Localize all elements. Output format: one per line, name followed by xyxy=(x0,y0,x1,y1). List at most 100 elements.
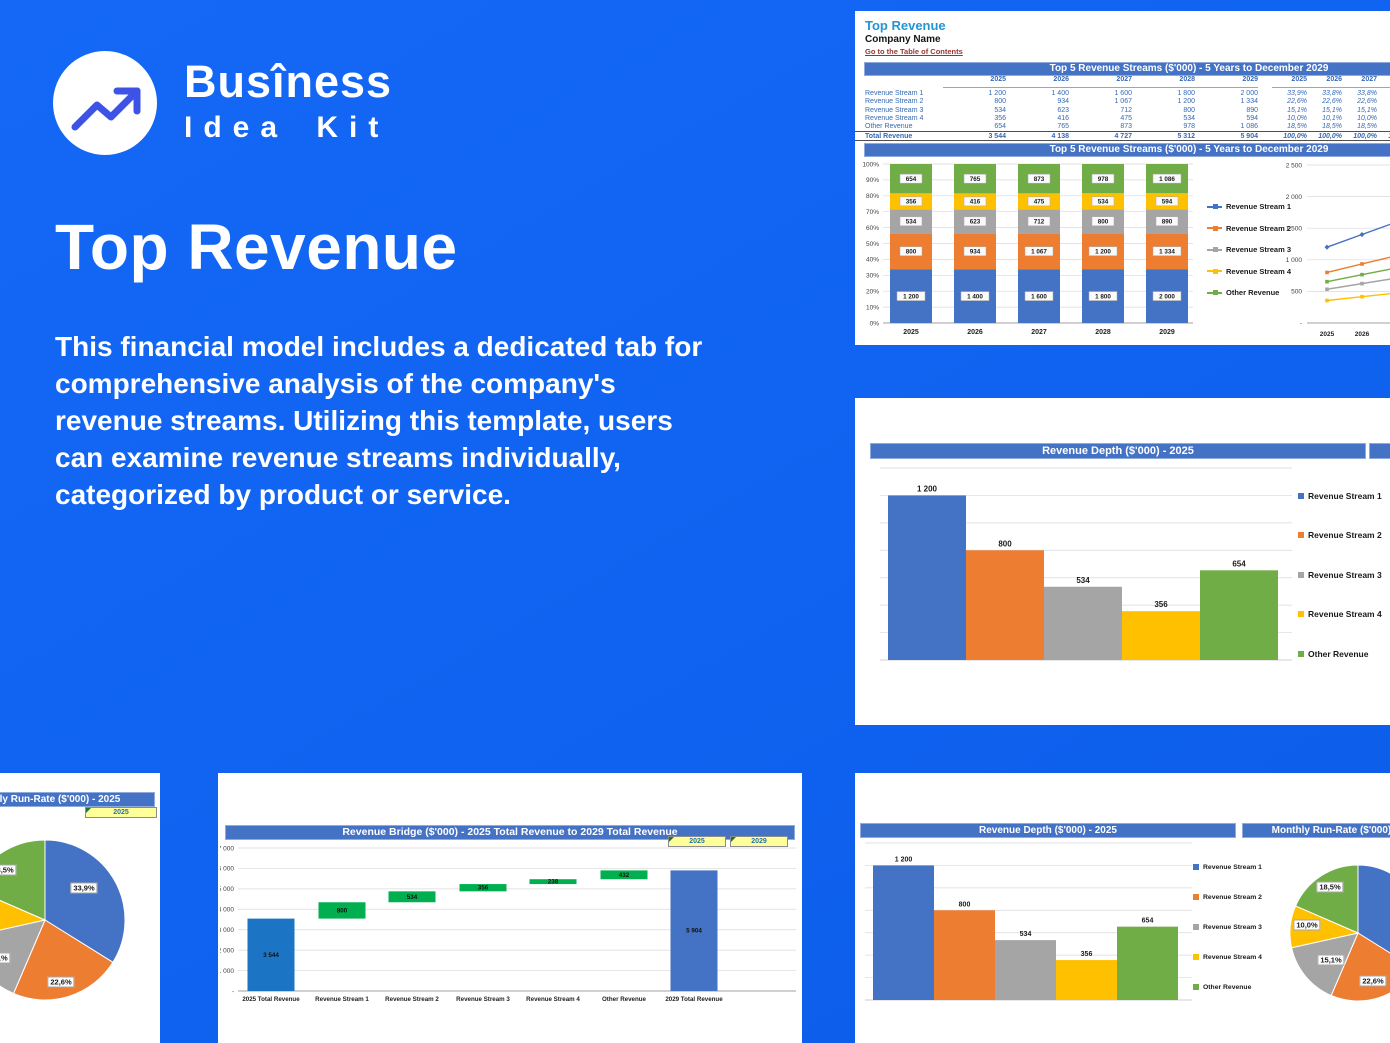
legend-swatch-icon xyxy=(1207,204,1222,210)
y-axis-label: 3 000 xyxy=(220,927,234,934)
line-series xyxy=(1326,293,1390,302)
pie-percent-label: 22,6% xyxy=(47,976,75,988)
table-row: Total Revenue 3 544 4 138 4 727 5 312 5 904 10… xyxy=(855,131,1390,142)
panel-top-revenue-sheet: Top Revenue Company Name Go to the Table… xyxy=(855,11,1390,345)
y-axis-label: 40% xyxy=(866,257,879,264)
legend-item: Revenue Stream 2 xyxy=(1193,882,1262,912)
table-cell: 1 600 xyxy=(1114,90,1132,97)
brand-name-line2: Idea Kit xyxy=(184,111,390,144)
legend-item: Other Revenue xyxy=(1207,282,1291,304)
table-cell: 2028 xyxy=(1132,75,1195,88)
legend-label: Revenue Stream 2 xyxy=(1308,530,1382,541)
table-cell xyxy=(1258,98,1272,106)
table-cell: 33,8% xyxy=(1357,90,1377,97)
pie-slice xyxy=(12,919,114,1001)
legend-item: Other Revenue xyxy=(1193,972,1262,1002)
y-axis-label: 50% xyxy=(866,241,879,248)
legend-label: Revenue Stream 3 xyxy=(1308,569,1382,580)
y-axis-label: 6 000 xyxy=(220,866,234,873)
page-title: Top Revenue xyxy=(55,211,458,283)
bar-value-label: 800 xyxy=(998,539,1012,548)
legend-swatch-icon xyxy=(1207,268,1222,274)
table-cell: Revenue Stream 3 xyxy=(865,106,924,114)
bar xyxy=(1056,960,1117,1000)
bar-value-label: 534 xyxy=(906,219,917,226)
bar-value-label: 5 904 xyxy=(686,928,702,935)
bar-value-label: 1 400 xyxy=(967,293,983,300)
x-axis-label: Revenue Stream 4 xyxy=(526,996,580,1003)
bar-value-label: 3 544 xyxy=(263,952,279,959)
bar-value-box xyxy=(1027,216,1051,227)
bar-value-label: 356 xyxy=(906,199,917,206)
chart-legend: Revenue Stream 1 Revenue Stream 2 Revenue … xyxy=(1193,852,1262,1002)
bridge-from-year-dropdown[interactable]: 2025 xyxy=(668,836,726,847)
table-row: 202520262027202820292025202620272028 xyxy=(855,75,1390,88)
table-cell: 3 544 xyxy=(988,133,1006,141)
x-axis-label: 2028 xyxy=(1095,329,1111,336)
x-axis-label: 2029 xyxy=(1159,329,1175,336)
bar-value-label: 1 067 xyxy=(1031,249,1047,256)
bar xyxy=(966,550,1044,660)
legend-swatch-icon xyxy=(1298,532,1304,539)
bar-value-label: 534 xyxy=(1098,199,1109,206)
x-axis-label: 2025 xyxy=(903,329,919,336)
waterfall-bar xyxy=(388,891,436,903)
table-cell: 2028 xyxy=(1377,75,1390,88)
legend-label: Revenue Stream 3 xyxy=(1203,923,1262,931)
legend-label: Revenue Stream 1 xyxy=(1203,863,1262,871)
line-marker xyxy=(1325,287,1329,292)
table-cell: 978 xyxy=(1183,123,1195,131)
table-cell: 2029 xyxy=(1195,75,1258,88)
bar-value-box xyxy=(963,216,987,227)
bar-value-label: 356 xyxy=(1081,951,1093,958)
line-series xyxy=(1326,256,1390,274)
table-cell: 654 xyxy=(994,123,1006,131)
table-cell: 10,1% xyxy=(1322,114,1342,122)
legend-item: Revenue Stream 4 xyxy=(1193,942,1262,972)
year-dropdown[interactable]: 2025 xyxy=(85,807,157,818)
pie-slice xyxy=(1357,864,1390,954)
table-cell: 15,1% xyxy=(1322,106,1342,114)
table-of-contents-link[interactable]: Go to the Table of Contents xyxy=(865,47,963,56)
table-cell xyxy=(1258,123,1272,131)
trend-arrow-icon xyxy=(71,87,141,131)
brand-name-line1: Busîness xyxy=(184,56,393,107)
bar-value-label: 765 xyxy=(970,176,981,183)
table-cell: 2 000 xyxy=(1240,90,1258,97)
bar-value-label: 1 200 xyxy=(895,856,913,863)
table-cell: Revenue Stream 4 xyxy=(865,114,924,122)
legend-label: Other Revenue xyxy=(1308,648,1369,659)
bar-value-box xyxy=(1152,291,1182,301)
y-axis-label: 2 000 xyxy=(1286,194,1303,201)
bar-value-label: 654 xyxy=(1232,559,1246,568)
bar-value-box xyxy=(1155,196,1179,206)
bridge-to-year-dropdown[interactable]: 2029 xyxy=(730,836,788,847)
bar xyxy=(934,910,995,1000)
legend-marker-icon xyxy=(1212,225,1218,231)
table-cell: 800 xyxy=(1183,106,1195,114)
legend-item: Revenue Stream 2 xyxy=(1298,516,1382,556)
bar-value-label: 712 xyxy=(1034,219,1045,226)
bar-value-box xyxy=(1091,196,1115,207)
y-axis-label: 2 500 xyxy=(1286,162,1303,169)
panel-revenue-bridge: Revenue Bridge ($'000) - 2025 Total Reve… xyxy=(218,773,802,1043)
y-axis-label: 4 000 xyxy=(220,907,234,914)
table-cell: 5 312 xyxy=(1177,133,1195,141)
table-row: Revenue Stream 4 356 416 475 534 594 10,0% 10,1… xyxy=(855,115,1390,123)
table-cell: 33,8% xyxy=(1322,90,1342,97)
bar-value-box xyxy=(1155,216,1179,226)
table-cell: 475 xyxy=(1120,114,1132,122)
bar-value-box xyxy=(1027,196,1051,207)
legend-swatch-icon xyxy=(1193,954,1199,960)
table-cell: Other Revenue xyxy=(865,123,913,131)
y-axis-label: 70% xyxy=(866,209,879,216)
legend-label: Other Revenue xyxy=(1226,288,1280,298)
bar-value-label: 654 xyxy=(1142,918,1154,925)
table-cell: 33,9% xyxy=(1287,90,1307,97)
table-cell: 10,0% xyxy=(1357,114,1377,122)
bar-value-label: 800 xyxy=(906,249,917,256)
bar-value-box xyxy=(1152,246,1182,256)
line-marker xyxy=(1325,270,1329,275)
legend-swatch-icon xyxy=(1298,611,1304,618)
pie-slice xyxy=(0,899,47,931)
